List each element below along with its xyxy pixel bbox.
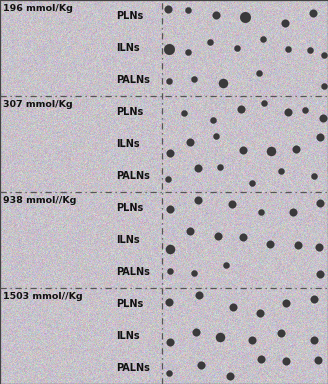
Text: 307 mmol/Kg: 307 mmol/Kg — [3, 100, 73, 109]
Text: PLNs: PLNs — [116, 299, 144, 309]
Text: ILNs: ILNs — [116, 235, 140, 245]
Text: 196 mmol/Kg: 196 mmol/Kg — [3, 4, 73, 13]
Text: PALNs: PALNs — [116, 267, 150, 277]
Text: PLNs: PLNs — [116, 107, 144, 117]
Text: ILNs: ILNs — [116, 139, 140, 149]
Text: 1503 mmol//Kg: 1503 mmol//Kg — [3, 292, 83, 301]
Text: 938 mmol//Kg: 938 mmol//Kg — [3, 196, 77, 205]
Text: PALNs: PALNs — [116, 75, 150, 85]
Text: PALNs: PALNs — [116, 171, 150, 181]
Text: ILNs: ILNs — [116, 43, 140, 53]
Text: ILNs: ILNs — [116, 331, 140, 341]
Text: PLNs: PLNs — [116, 203, 144, 213]
Text: PLNs: PLNs — [116, 11, 144, 21]
Text: PALNs: PALNs — [116, 363, 150, 373]
